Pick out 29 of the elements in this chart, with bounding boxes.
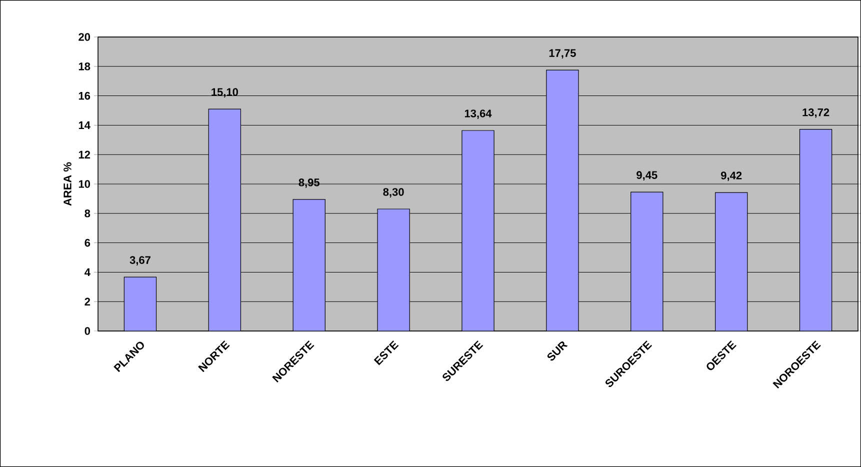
bar	[292, 199, 326, 331]
bar	[714, 192, 748, 331]
y-tick-label: 20	[78, 33, 90, 41]
data-label: 3,67	[130, 256, 150, 266]
bar	[799, 129, 832, 331]
data-label: 8,95	[298, 178, 320, 188]
bar	[546, 70, 579, 331]
bar	[124, 276, 157, 331]
bar	[462, 130, 494, 331]
data-label: 13,64	[464, 110, 492, 119]
bar	[208, 108, 242, 331]
data-label: 8,30	[383, 188, 404, 198]
y-tick-label: 0	[84, 327, 90, 335]
y-tick-label: 6	[84, 238, 90, 247]
y-tick-label: 10	[78, 180, 90, 188]
y-tick-label: 16	[78, 92, 90, 100]
bar	[377, 208, 410, 331]
y-tick-label: 8	[84, 210, 90, 218]
y-tick-label: 2	[84, 298, 90, 306]
data-label: 9,42	[721, 172, 742, 181]
y-tick-label: 4	[84, 268, 90, 276]
y-tick-label: 14	[78, 121, 90, 129]
y-tick-label: 12	[78, 150, 90, 158]
bar	[630, 192, 664, 331]
y-tick-label: 18	[78, 62, 90, 70]
data-label: 13,72	[802, 108, 830, 118]
data-label: 17,75	[549, 49, 576, 59]
data-label: 9,45	[636, 171, 658, 181]
y-axis-title: AREA %	[64, 162, 72, 206]
